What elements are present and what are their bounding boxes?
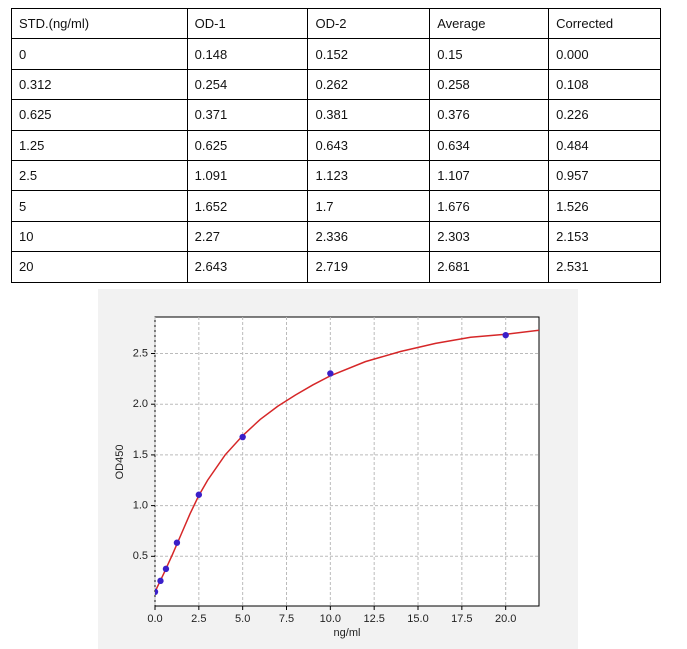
table-cell: 10 [11,220,188,253]
table-cell: Corrected [548,7,661,40]
data-point [155,588,159,596]
table-cell: 0.381 [307,99,431,131]
table-cell: 0.625 [186,129,309,161]
table-cell: 0.957 [548,159,661,192]
table-cell: 1.652 [186,190,309,222]
table-cell: 0.152 [307,38,431,70]
table-cell: STD.(ng/ml) [11,7,188,40]
y-tick-label: 1.0 [133,500,148,512]
table-cell: 0.254 [186,68,309,101]
table-cell: 1.676 [429,190,550,222]
x-tick-label: 17.5 [451,613,472,625]
x-tick-label: 12.5 [363,613,384,625]
table-cell: 2.681 [429,251,550,283]
data-table: STD.(ng/ml) OD-1 OD-2 Average Corrected 0 0.14… [11,7,661,283]
table-cell: 0.108 [548,68,661,101]
table-cell: 0.258 [429,68,550,101]
table-cell: 1.091 [186,159,309,192]
y-tick-label: 2.5 [133,347,148,359]
table-cell: 0 [11,38,188,70]
x-tick-label: 20.0 [495,613,516,625]
x-tick-label: 0.0 [147,613,162,625]
table-cell: 1.123 [307,159,431,192]
table-cell: Average [429,7,550,40]
table-cell: 2.5 [11,159,188,192]
x-tick-label: 2.5 [191,613,206,625]
table-cell: OD-2 [307,7,431,40]
table-cell: 20 [11,251,188,283]
table-cell: 1.7 [307,190,431,222]
y-tick-label: 2.0 [133,398,148,410]
table-cell: 0.634 [429,129,550,161]
x-tick-label: 5.0 [235,613,250,625]
table-row: 1.25 0.625 0.643 0.634 0.484 [11,129,661,161]
table-cell: 0.262 [307,68,431,101]
table-cell: 2.643 [186,251,309,283]
table-cell: 0.371 [186,99,309,131]
table-cell: 0.15 [429,38,550,70]
table-row: STD.(ng/ml) OD-1 OD-2 Average Corrected [11,7,661,40]
y-tick-label: 1.5 [133,449,148,461]
table-cell: 0.376 [429,99,550,131]
data-point [239,433,246,441]
table-cell: 1.107 [429,159,550,192]
table-cell: OD-1 [186,7,309,40]
table-row: 2.5 1.091 1.123 1.107 0.957 [11,159,661,192]
table-cell: 0.625 [11,99,188,131]
table-cell: 2.336 [307,220,431,253]
x-axis-label: ng/ml [334,627,361,639]
table-row: 10 2.27 2.336 2.303 2.153 [11,220,661,253]
data-point [162,565,170,573]
y-tick-label: 0.5 [133,550,148,562]
chart: ng/ml OD450 0.0 2.5 5.0 7.5 10.0 12.5 15.0 17.5… [98,289,578,649]
table-cell: 5 [11,190,188,222]
table-cell: 0.226 [548,99,661,131]
table-cell: 0.148 [186,38,309,70]
table-cell: 0.312 [11,68,188,101]
table-row: 0.625 0.371 0.381 0.376 0.226 [11,99,661,131]
table-row: 20 2.643 2.719 2.681 2.531 [11,251,661,283]
table-cell: 2.531 [548,251,661,283]
table-cell: 2.303 [429,220,550,253]
x-tick-label: 10.0 [320,613,341,625]
table-cell: 2.27 [186,220,309,253]
data-point [173,539,181,546]
data-point [157,577,164,585]
fit-curve [155,329,539,593]
table-cell: 1.526 [548,190,661,222]
table-cell: 2.153 [548,220,661,253]
table-cell: 2.719 [307,251,431,283]
data-point [327,370,334,377]
table-cell: 0.643 [307,129,431,161]
data-point [195,491,203,498]
table-cell: 1.25 [11,129,188,161]
y-axis-label: OD450 [114,445,126,480]
table-row: 5 1.652 1.7 1.676 1.526 [11,190,661,222]
table-cell: 0.484 [548,129,661,161]
x-tick-label: 15.0 [407,613,428,625]
plot-area [154,316,540,607]
table-cell: 0.000 [548,38,661,70]
data-point [502,331,509,339]
table-row: 0 0.148 0.152 0.15 0.000 [11,38,661,70]
x-tick-label: 7.5 [279,613,294,625]
table-row: 0.312 0.254 0.262 0.258 0.108 [11,68,661,101]
